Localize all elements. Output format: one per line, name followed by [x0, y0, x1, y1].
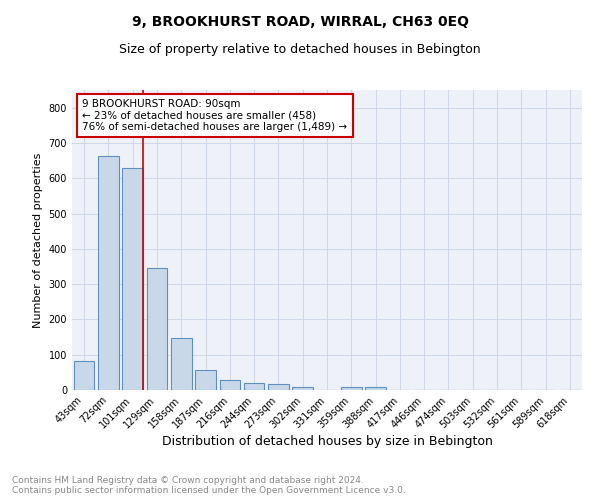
- Text: Contains HM Land Registry data © Crown copyright and database right 2024.
Contai: Contains HM Land Registry data © Crown c…: [12, 476, 406, 495]
- Bar: [365, 387, 386, 390]
- Bar: [244, 383, 265, 390]
- Bar: [268, 384, 289, 390]
- Bar: [292, 387, 313, 390]
- Bar: [122, 168, 143, 390]
- Text: 9, BROOKHURST ROAD, WIRRAL, CH63 0EQ: 9, BROOKHURST ROAD, WIRRAL, CH63 0EQ: [131, 15, 469, 29]
- Bar: [98, 156, 119, 390]
- Y-axis label: Number of detached properties: Number of detached properties: [33, 152, 43, 328]
- X-axis label: Distribution of detached houses by size in Bebington: Distribution of detached houses by size …: [161, 436, 493, 448]
- Bar: [74, 360, 94, 390]
- Bar: [220, 380, 240, 390]
- Text: Size of property relative to detached houses in Bebington: Size of property relative to detached ho…: [119, 42, 481, 56]
- Bar: [171, 338, 191, 390]
- Bar: [341, 387, 362, 390]
- Text: 9 BROOKHURST ROAD: 90sqm
← 23% of detached houses are smaller (458)
76% of semi-: 9 BROOKHURST ROAD: 90sqm ← 23% of detach…: [82, 99, 347, 132]
- Bar: [146, 268, 167, 390]
- Bar: [195, 370, 216, 390]
